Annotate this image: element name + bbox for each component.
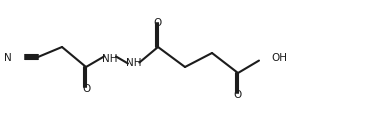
Text: O: O <box>234 89 242 99</box>
Text: O: O <box>154 18 162 28</box>
Text: NH: NH <box>102 54 118 63</box>
Text: OH: OH <box>271 53 287 62</box>
Text: NH: NH <box>126 58 142 67</box>
Text: N: N <box>4 53 12 62</box>
Text: O: O <box>82 83 90 93</box>
